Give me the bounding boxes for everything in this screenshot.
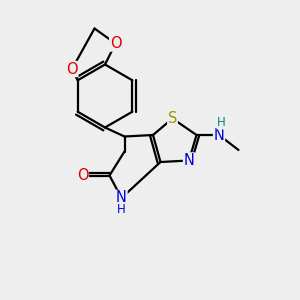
Text: N: N <box>116 190 127 206</box>
Text: N: N <box>214 128 224 142</box>
Text: S: S <box>168 111 177 126</box>
Text: O: O <box>66 61 78 76</box>
Text: O: O <box>110 36 121 51</box>
Text: H: H <box>117 203 126 216</box>
Text: H: H <box>217 116 226 129</box>
Text: N: N <box>184 153 194 168</box>
Text: O: O <box>77 168 88 183</box>
